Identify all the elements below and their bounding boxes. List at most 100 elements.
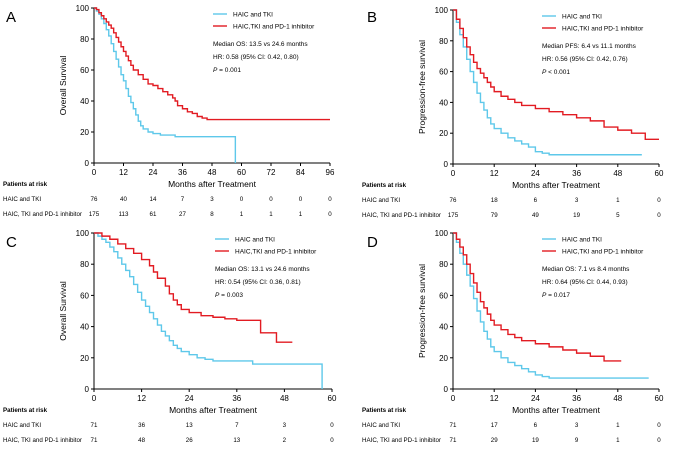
risk-count: 76 bbox=[91, 196, 98, 203]
risk-count: 49 bbox=[532, 212, 539, 219]
x-tick-label: 60 bbox=[328, 394, 337, 403]
risk-count: 1 bbox=[240, 211, 244, 218]
y-tick-label: 80 bbox=[439, 37, 448, 46]
risk-count: 76 bbox=[450, 197, 457, 204]
panel-label: D bbox=[367, 234, 378, 251]
y-tick-label: 40 bbox=[80, 323, 89, 332]
y-axis-label: Overall Survival bbox=[58, 281, 68, 341]
risk-count: 71 bbox=[450, 437, 457, 444]
risk-count: 1 bbox=[616, 422, 620, 429]
x-tick-label: 36 bbox=[232, 394, 241, 403]
risk-count: 6 bbox=[534, 197, 538, 204]
x-tick-label: 36 bbox=[572, 394, 581, 403]
legend-label: HAIC and TKI bbox=[562, 237, 602, 244]
risk-count: 3 bbox=[283, 422, 287, 429]
panel-label: A bbox=[6, 9, 16, 26]
risk-count: 2 bbox=[283, 437, 287, 444]
x-tick-label: 12 bbox=[490, 394, 499, 403]
km-curve-dual bbox=[94, 7, 237, 163]
risk-count: 71 bbox=[91, 422, 98, 429]
risk-count: 14 bbox=[150, 196, 157, 203]
x-tick-label: 48 bbox=[208, 168, 217, 177]
risk-count: 0 bbox=[657, 212, 661, 219]
risk-count: 5 bbox=[616, 212, 620, 219]
risk-count: 61 bbox=[150, 211, 157, 218]
risk-count: 3 bbox=[575, 422, 579, 429]
y-tick-label: 20 bbox=[80, 128, 89, 137]
y-tick-label: 100 bbox=[435, 6, 449, 15]
x-tick-label: 0 bbox=[451, 394, 456, 403]
x-tick-label: 36 bbox=[178, 168, 187, 177]
y-tick-label: 40 bbox=[439, 323, 448, 332]
panel-label: C bbox=[6, 234, 17, 251]
stat-annotation: Median OS: 7.1 vs 8.4 months bbox=[542, 266, 630, 273]
risk-row-label: HAIC, TKI and PD-1 inhibitor bbox=[3, 211, 82, 218]
x-tick-label: 60 bbox=[655, 394, 664, 403]
risk-count: 48 bbox=[138, 437, 145, 444]
x-tick-label: 24 bbox=[149, 168, 158, 177]
risk-count: 40 bbox=[120, 196, 127, 203]
km-curve-triple bbox=[453, 9, 659, 141]
risk-count: 0 bbox=[299, 196, 303, 203]
x-tick-label: 24 bbox=[531, 394, 540, 403]
risk-count: 17 bbox=[491, 422, 498, 429]
risk-row-label: HAIC and TKI bbox=[3, 422, 41, 429]
stat-annotation: HR: 0.58 (95% CI: 0.42, 0.80) bbox=[213, 54, 299, 61]
y-tick-label: 100 bbox=[76, 229, 90, 238]
x-tick-label: 48 bbox=[280, 394, 289, 403]
stat-annotation: Median PFS: 6.4 vs 11.1 months bbox=[542, 43, 637, 50]
risk-count: 113 bbox=[119, 211, 129, 218]
legend-label: HAIC and TKI bbox=[235, 237, 275, 244]
x-tick-label: 12 bbox=[119, 168, 128, 177]
risk-count: 27 bbox=[179, 211, 186, 218]
risk-table-header: Patients at risk bbox=[3, 181, 48, 188]
legend-label: HAIC,TKI and PD-1 inhibitor bbox=[233, 24, 315, 31]
x-tick-label: 0 bbox=[92, 168, 97, 177]
risk-table-header: Patients at risk bbox=[362, 407, 407, 414]
risk-row-label: HAIC and TKI bbox=[362, 422, 400, 429]
x-tick-label: 0 bbox=[92, 394, 97, 403]
x-tick-label: 36 bbox=[572, 169, 581, 178]
x-tick-label: 84 bbox=[296, 168, 305, 177]
x-tick-label: 48 bbox=[613, 394, 622, 403]
risk-count: 6 bbox=[534, 422, 538, 429]
x-axis-label: Months after Treatment bbox=[512, 180, 601, 190]
stat-annotation: Median OS: 13.5 vs 24.6 months bbox=[213, 41, 308, 48]
legend-label: HAIC,TKI and PD-1 inhibitor bbox=[235, 249, 317, 256]
x-tick-label: 24 bbox=[531, 169, 540, 178]
y-tick-label: 20 bbox=[80, 354, 89, 363]
risk-count: 0 bbox=[330, 437, 334, 444]
km-curve-triple bbox=[453, 232, 622, 362]
legend-label: HAIC and TKI bbox=[562, 14, 602, 21]
risk-count: 0 bbox=[657, 197, 661, 204]
risk-count: 7 bbox=[181, 196, 185, 203]
legend-label: HAIC and TKI bbox=[233, 12, 273, 19]
risk-count: 71 bbox=[450, 422, 457, 429]
x-tick-label: 72 bbox=[267, 168, 276, 177]
p-value: P = 0.001 bbox=[213, 67, 241, 74]
risk-table-header: Patients at risk bbox=[362, 182, 407, 189]
y-axis-label: Progression-free survival bbox=[417, 264, 427, 358]
risk-row-label: HAIC and TKI bbox=[3, 196, 41, 203]
risk-count: 3 bbox=[210, 196, 214, 203]
risk-count: 0 bbox=[328, 196, 332, 203]
x-axis-label: Months after Treatment bbox=[169, 405, 258, 415]
legend-label: HAIC,TKI and PD-1 inhibitor bbox=[562, 249, 644, 256]
x-tick-label: 24 bbox=[185, 394, 194, 403]
y-tick-label: 80 bbox=[439, 260, 448, 269]
risk-count: 18 bbox=[491, 197, 498, 204]
risk-count: 0 bbox=[240, 196, 244, 203]
y-tick-label: 40 bbox=[80, 97, 89, 106]
y-tick-label: 60 bbox=[439, 291, 448, 300]
p-value: P < 0.001 bbox=[542, 69, 570, 76]
x-tick-label: 48 bbox=[613, 169, 622, 178]
panel-label: B bbox=[367, 9, 377, 26]
risk-count: 9 bbox=[575, 437, 579, 444]
stat-annotation: HR: 0.56 (95% CI: 0.42, 0.76) bbox=[542, 56, 628, 63]
x-axis-label: Months after Treatment bbox=[168, 179, 257, 189]
risk-count: 36 bbox=[138, 422, 145, 429]
